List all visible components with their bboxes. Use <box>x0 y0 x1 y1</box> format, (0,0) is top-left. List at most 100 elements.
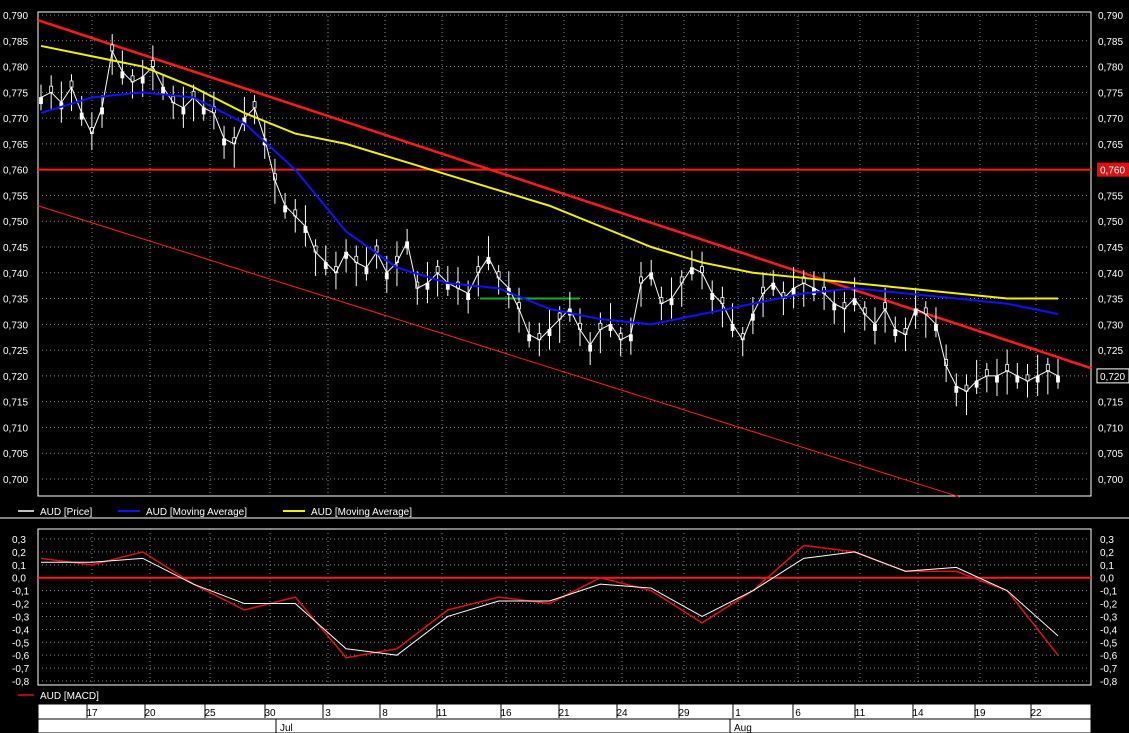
x-tick-label: 3 <box>325 708 331 719</box>
y-tick-label: 0,705 <box>1098 449 1123 460</box>
price-candle-body <box>364 267 369 275</box>
price-candle-body <box>1056 375 1060 383</box>
y-tick-label: 0,790 <box>3 11 28 22</box>
y-tick-label: 0,700 <box>3 475 28 486</box>
y-tick-label: 0,725 <box>3 346 28 357</box>
price-candle-body <box>181 107 186 115</box>
price-candle-body <box>150 59 155 67</box>
price-grid <box>38 12 1091 496</box>
x-tick-label: 14 <box>912 708 924 719</box>
y-tick-label: 0,720 <box>3 372 28 383</box>
y-tick-label: 0,765 <box>1098 140 1123 151</box>
y-tick-label: 0,710 <box>1098 423 1123 434</box>
price-candle-body <box>466 292 471 300</box>
x-tick-label: 11 <box>855 708 866 719</box>
ma-blue-line <box>40 91 1059 326</box>
y-tick-label: 0,785 <box>1098 37 1123 48</box>
x-tick-label: 6 <box>795 708 801 719</box>
price-y-axis-left: 0,700 0,705 0,710 0,715 0,720 0,725 0,730 0,735… <box>3 11 28 486</box>
x-tick-label: 11 <box>437 708 448 719</box>
y-tick-label: 0,0 <box>12 574 26 585</box>
price-candle-body <box>1005 364 1010 372</box>
y-tick-label: 0,745 <box>1098 243 1123 254</box>
moving-averages <box>40 44 1059 326</box>
legend-ma-blue: AUD [Moving Average] <box>146 507 247 518</box>
macd-signal-line <box>41 551 1059 656</box>
y-tick-label: 0,775 <box>1098 88 1123 99</box>
x-tick-label: 1 <box>735 708 741 719</box>
y-tick-label: 0,750 <box>1098 217 1123 228</box>
x-tick-label: 22 <box>1030 708 1042 719</box>
y-tick-label: 0,740 <box>3 269 28 280</box>
y-tick-label: 0,725 <box>1098 346 1123 357</box>
y-tick-label: -0,6 <box>12 651 30 662</box>
y-tick-label: 0,3 <box>1100 535 1114 546</box>
x-tick-label: 17 <box>86 708 98 719</box>
y-tick-label: -0,7 <box>1100 664 1118 675</box>
y-tick-label: 0,770 <box>1098 114 1123 125</box>
x-month-label: Aug <box>734 723 752 733</box>
y-tick-label: 0,3 <box>12 535 26 546</box>
y-tick-label: -0,7 <box>12 664 30 675</box>
y-tick-label: 0,2 <box>12 548 26 559</box>
y-tick-label: 0,715 <box>3 398 28 409</box>
y-tick-label: 0,785 <box>3 37 28 48</box>
y-tick-label: 0,1 <box>12 561 26 572</box>
x-tick-label: 20 <box>144 708 156 719</box>
price-candle-body <box>1045 364 1050 372</box>
price-candles <box>39 34 1060 416</box>
last-price-box <box>1096 368 1129 384</box>
y-tick-label: 0,2 <box>1100 548 1114 559</box>
ma-yellow-line <box>40 44 1058 300</box>
price-y-axis-right: 0,700 0,705 0,710 0,715 0,720 0,725 0,730 0,735… <box>1096 11 1129 486</box>
y-tick-label: -0,3 <box>12 612 30 623</box>
price-candle-body <box>984 369 989 377</box>
trendline-lower <box>37 205 961 498</box>
legend-macd: AUD [MACD] <box>40 691 99 702</box>
y-tick-label: -0,8 <box>12 677 30 688</box>
x-tick-label: 16 <box>500 708 512 719</box>
y-tick-label: 0,0 <box>1100 574 1114 585</box>
y-tick-label: 0,780 <box>3 63 28 74</box>
x-tick-label: 25 <box>204 708 216 719</box>
price-candle-body <box>995 375 999 383</box>
y-tick-label: 0,790 <box>1098 11 1123 22</box>
y-tick-label: -0,5 <box>12 638 30 649</box>
price-line <box>40 49 1059 392</box>
y-tick-label: -0,5 <box>1100 638 1118 649</box>
price-candle-body <box>69 80 74 88</box>
y-tick-label: 0,705 <box>3 449 28 460</box>
y-tick-label: -0,2 <box>12 600 30 611</box>
x-month-label: Jul <box>280 723 293 733</box>
y-tick-label: 0,735 <box>3 295 28 306</box>
y-tick-label: -0,4 <box>12 625 30 636</box>
y-tick-label: 0,1 <box>1100 561 1114 572</box>
x-tick-label: 29 <box>678 708 690 719</box>
y-tick-label: 0,745 <box>3 243 28 254</box>
y-tick-label: -0,8 <box>1100 677 1118 688</box>
y-tick-label: -0,1 <box>1100 587 1118 598</box>
y-tick-label: 0,780 <box>1098 63 1123 74</box>
x-tick-label: 30 <box>264 708 276 719</box>
y-tick-label: -0,1 <box>12 587 30 598</box>
y-tick-label: -0,4 <box>1100 625 1118 636</box>
price-candle-body <box>39 97 43 105</box>
price-candle-body <box>49 85 54 93</box>
y-tick-label: 0,710 <box>3 423 28 434</box>
x-tick-label: 24 <box>616 708 628 719</box>
legend-ma-yellow: AUD [Moving Average] <box>311 507 412 518</box>
y-tick-label: 0,740 <box>1098 269 1123 280</box>
y-tick-label: -0,2 <box>1100 600 1118 611</box>
y-tick-label: 0,735 <box>1098 295 1123 306</box>
x-tick-label: 8 <box>382 708 388 719</box>
level-label: 0,760 <box>1100 166 1125 177</box>
y-tick-label: 0,770 <box>3 114 28 125</box>
price-candle-body <box>252 101 257 109</box>
y-tick-label: 0,775 <box>3 88 28 99</box>
y-tick-label: 0,715 <box>1098 398 1123 409</box>
y-tick-label: 0,750 <box>3 217 28 228</box>
last-price-label: 0,720 <box>1100 372 1125 383</box>
level-label-box <box>1097 162 1129 177</box>
